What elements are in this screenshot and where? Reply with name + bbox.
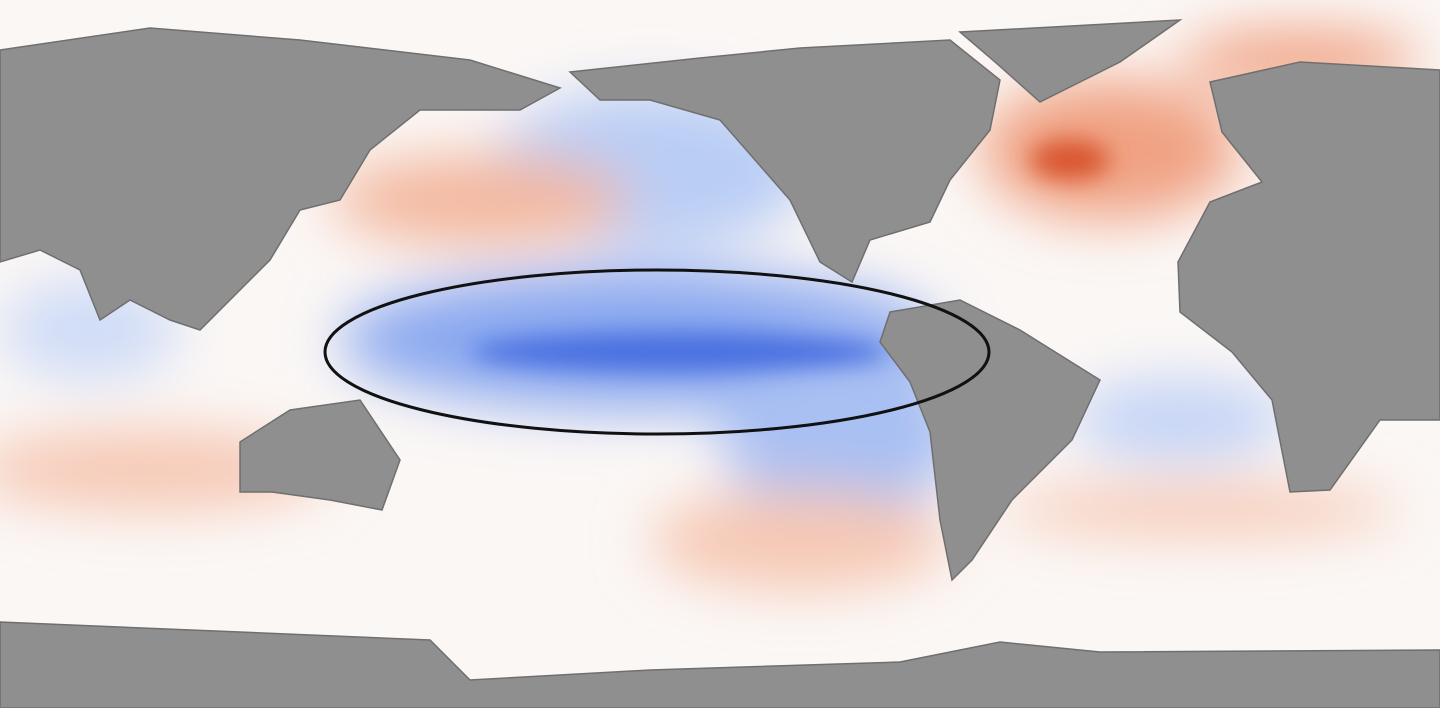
warm-anomaly-core <box>1030 140 1110 180</box>
north-america <box>568 39 1001 284</box>
eurasia <box>0 27 562 331</box>
cool-anomaly <box>0 280 180 380</box>
highlight-ellipse <box>323 268 991 436</box>
land <box>0 19 1440 708</box>
warm-anomaly <box>1000 485 1400 535</box>
anomaly-core <box>470 140 1110 372</box>
south-america <box>879 299 1101 582</box>
antarctica <box>0 621 1440 708</box>
cool-anomaly <box>720 340 960 520</box>
cool-anomaly <box>1070 380 1290 460</box>
warm-anomaly <box>650 490 950 590</box>
warm-anomaly <box>330 155 630 245</box>
europe-africa <box>1177 61 1440 493</box>
cool-anomaly-core <box>470 332 890 372</box>
australia <box>239 399 401 511</box>
greenland <box>958 19 1183 103</box>
warm-anomaly <box>980 80 1240 220</box>
